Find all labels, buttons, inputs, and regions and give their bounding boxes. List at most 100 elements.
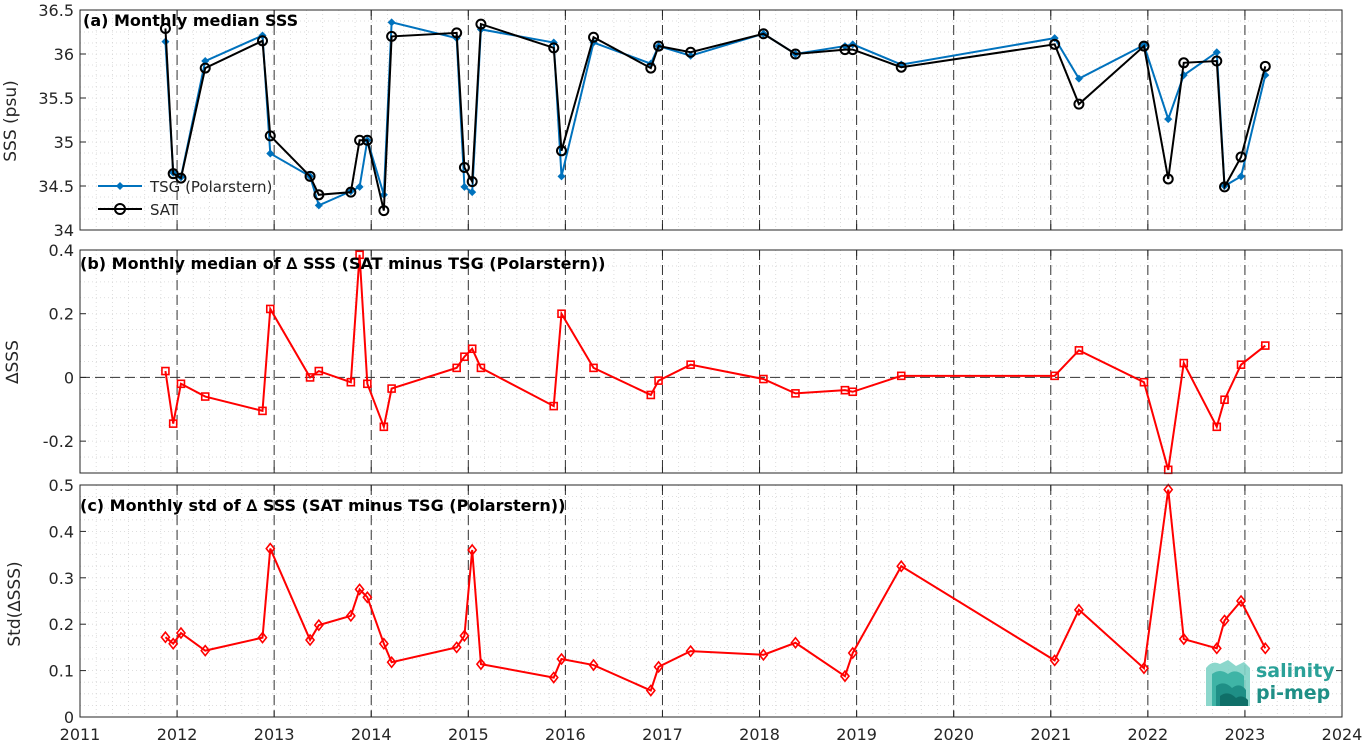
data-point (1261, 341, 1270, 350)
data-point (847, 44, 859, 56)
panel-c-monthly-std-delta-sss: 0 0.1 0.2 0.3 0.4 0.5 2011 2012 2013 2014 2015 2016… (5, 476, 1362, 744)
data-point (387, 384, 396, 393)
panel-a-frame (79, 9, 1343, 231)
data-point (346, 377, 356, 387)
data-point (1237, 172, 1246, 181)
panel-c-title: (c) Monthly std of ∆ SSS (SAT minus TSG … (80, 496, 565, 515)
data-point (1219, 181, 1231, 193)
data-point (361, 134, 373, 146)
data-point (557, 172, 566, 181)
legend-sat-marker (114, 203, 126, 215)
data-point (200, 392, 210, 401)
panel-a-title: (a) Monthly median SSS (83, 11, 298, 30)
data-point (759, 374, 768, 384)
data-point (896, 559, 907, 573)
x-tick-label: 2024 (1322, 725, 1363, 744)
data-point (1211, 55, 1223, 67)
data-point (1235, 151, 1247, 163)
data-point (1259, 60, 1271, 72)
x-tick-label: 2022 (1127, 725, 1168, 744)
y-tick-label: 0.4 (49, 241, 74, 260)
data-point (1073, 603, 1084, 617)
data-point (588, 658, 599, 672)
data-point (1178, 57, 1190, 69)
data-point (1260, 642, 1271, 655)
data-point (451, 641, 462, 654)
data-point (847, 646, 858, 660)
data-point (839, 44, 851, 56)
data-point (305, 633, 316, 647)
y-tick-label: 35 (54, 133, 74, 152)
data-point (378, 637, 389, 650)
y-tick-label: 0.4 (49, 522, 74, 541)
data-point (378, 205, 390, 217)
data-point (1074, 346, 1084, 355)
x-tick-label: 2019 (836, 725, 877, 744)
data-point (466, 176, 478, 188)
x-tick-label: 2015 (448, 725, 489, 744)
data-point (266, 149, 275, 158)
y-tick-label: 35.5 (38, 89, 74, 108)
y-tick-label: 34.5 (38, 177, 74, 196)
data-point (458, 162, 470, 174)
data-point (685, 644, 696, 658)
data-point (757, 28, 769, 40)
data-point (355, 182, 364, 191)
y-tick-label: 0 (64, 708, 74, 727)
panel-b-monthly-median-delta-sss: -0.2 0 0.2 0.4 (b) Monthly median of ∆ SSS … (3, 241, 1343, 475)
data-point (475, 18, 487, 30)
x-tick-label: 2018 (739, 725, 780, 744)
y-tick-label: 0.2 (49, 305, 74, 324)
series-line-1-0 (164, 254, 1266, 471)
data-point (451, 27, 463, 39)
panel-b-axes (80, 250, 1342, 473)
data-point (653, 660, 664, 674)
data-point (1179, 358, 1189, 368)
data-point (265, 304, 275, 314)
y-tick-label: 36.5 (38, 1, 74, 20)
data-point (467, 344, 477, 354)
data-point (199, 62, 211, 74)
data-point (354, 583, 365, 596)
data-point (1138, 40, 1150, 52)
data-point (1219, 614, 1230, 627)
data-point (895, 61, 907, 73)
data-point (839, 669, 850, 683)
data-point (386, 30, 398, 42)
data-point (354, 134, 366, 146)
wave-logo-icon (1206, 660, 1250, 706)
data-point (588, 31, 600, 43)
y-tick-label: 0.1 (49, 662, 74, 681)
panel-b-y-axis-label: ∆SSS (3, 340, 23, 385)
data-point (1211, 642, 1222, 655)
y-tick-label: 0.2 (49, 615, 74, 634)
legend-tsg-marker (116, 182, 124, 190)
data-point (475, 657, 486, 671)
data-point (685, 46, 697, 58)
data-point (789, 48, 801, 60)
data-point (257, 631, 268, 644)
x-tick-label: 2012 (157, 725, 198, 744)
data-point (200, 644, 211, 657)
data-point (476, 363, 486, 373)
data-point (168, 419, 178, 428)
y-tick-label: 36 (54, 45, 74, 64)
x-tick-label: 2020 (933, 725, 974, 744)
y-tick-label: -0.2 (43, 432, 74, 451)
data-point (758, 648, 769, 662)
data-point (645, 684, 656, 697)
data-point (848, 387, 858, 397)
data-point (159, 22, 171, 34)
panel-a-legend: TSG (Polarstern) SAT (98, 178, 272, 219)
data-point (452, 363, 461, 373)
panel-b-title: (b) Monthly median of ∆ SSS (SAT minus T… (80, 254, 605, 273)
data-point (265, 542, 276, 555)
data-point (556, 652, 567, 666)
data-point (557, 309, 566, 319)
data-point (686, 360, 695, 369)
data-point (168, 637, 179, 650)
data-point (1139, 377, 1149, 387)
data-point (313, 618, 324, 632)
data-point (459, 629, 470, 643)
